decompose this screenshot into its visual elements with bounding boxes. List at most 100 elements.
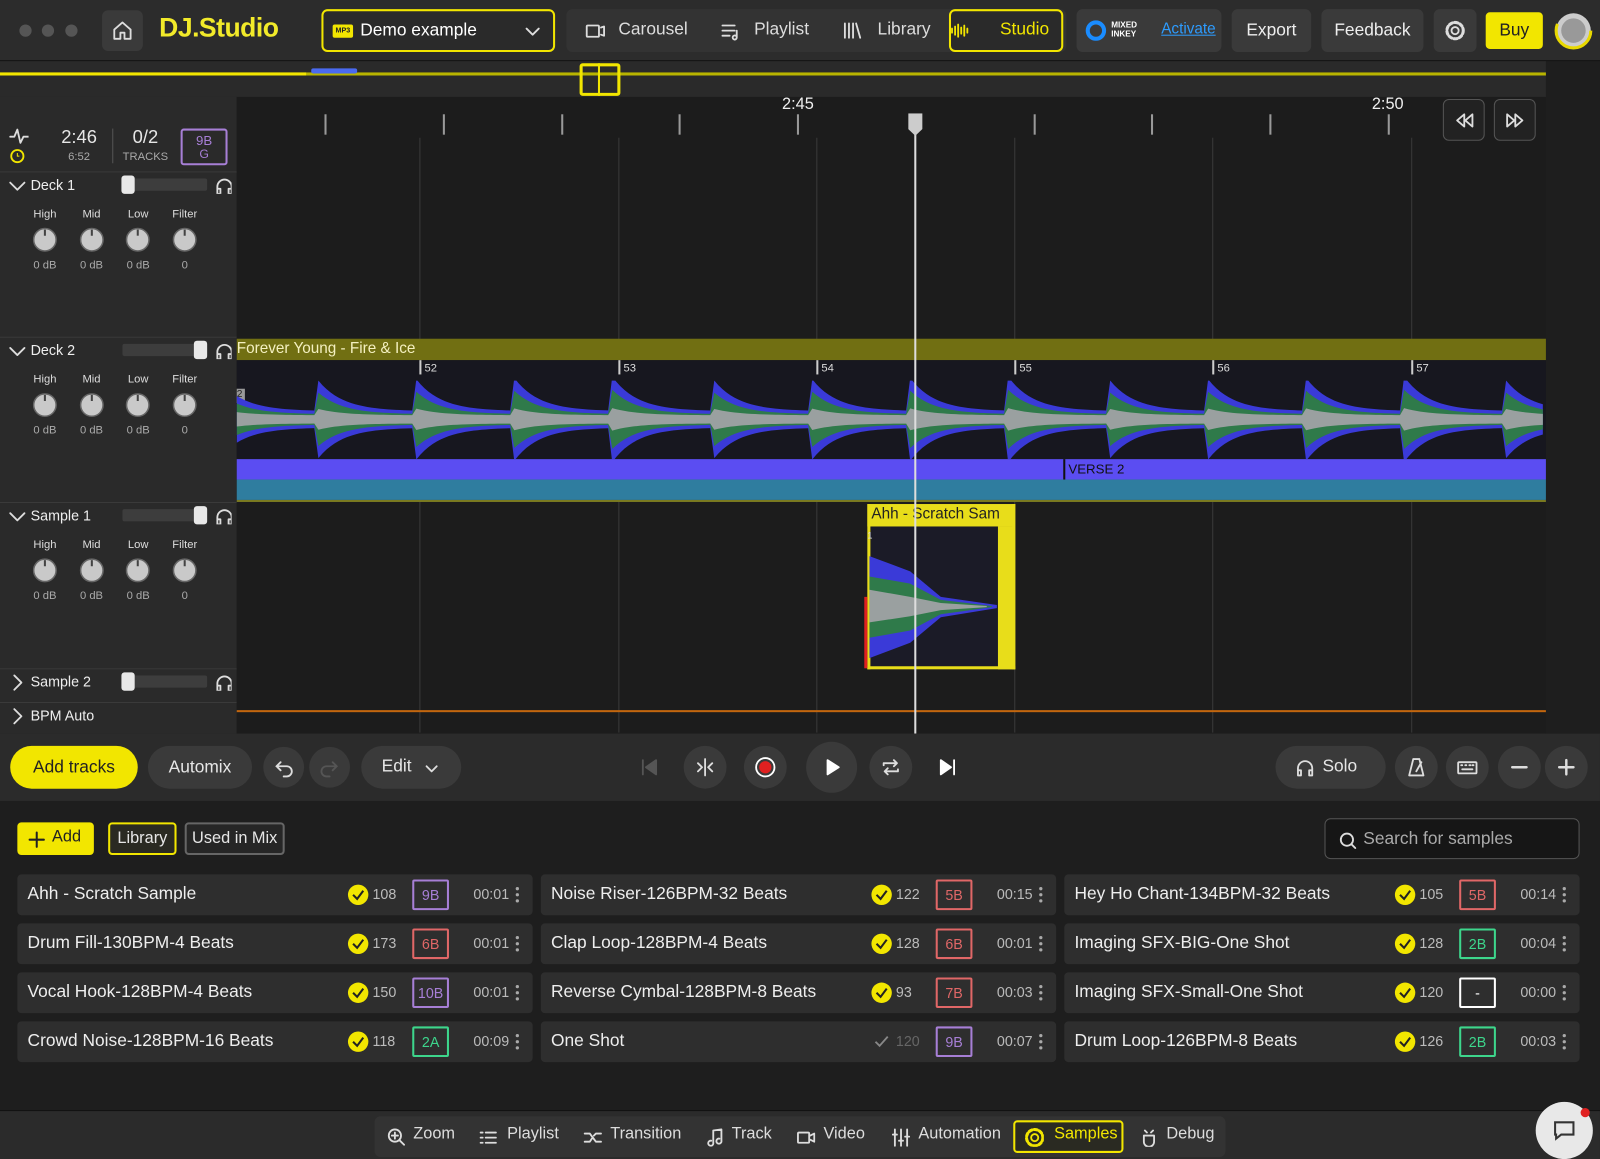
more-icon[interactable] xyxy=(1037,1032,1045,1052)
volume-handle[interactable] xyxy=(121,175,135,194)
more-icon[interactable] xyxy=(1560,934,1568,954)
project-selector[interactable]: MP3 Demo example xyxy=(321,9,556,53)
sample-row[interactable]: Reverse Cymbal-128BPM-8 Beats 93 7B 00:03 xyxy=(540,972,1057,1014)
more-icon[interactable] xyxy=(513,885,521,905)
split-button[interactable] xyxy=(683,745,727,789)
add-tracks-button[interactable]: Add tracks xyxy=(10,745,138,789)
eq-knob[interactable] xyxy=(32,392,59,419)
sample-row[interactable]: Vocal Hook-128BPM-4 Beats 150 10B 00:01 xyxy=(17,972,533,1014)
sample-row[interactable]: One Shot 120 9B 00:07 xyxy=(540,1021,1057,1063)
solo-button[interactable]: Solo xyxy=(1275,745,1386,789)
icon-shape xyxy=(641,759,658,776)
header-button[interactable]: Buy xyxy=(1485,12,1543,49)
eq-knob[interactable] xyxy=(78,227,105,254)
play-button[interactable] xyxy=(806,741,858,793)
sample-duration: 00:01 xyxy=(996,934,1033,951)
header-button[interactable]: Export xyxy=(1231,9,1312,53)
sample-row[interactable]: Imaging SFX-BIG-One Shot 128 2B 00:04 xyxy=(1064,923,1580,965)
bar-number: 53 xyxy=(623,362,636,375)
eq-knob[interactable] xyxy=(125,557,152,584)
more-icon[interactable] xyxy=(513,983,521,1003)
eq-knob[interactable] xyxy=(78,392,105,419)
bottom-tab[interactable]: Zoom xyxy=(413,1125,456,1143)
ruler-label: 2:45 xyxy=(782,95,814,114)
more-icon[interactable] xyxy=(1560,1032,1568,1052)
bottom-tab[interactable]: Playlist xyxy=(507,1125,559,1143)
volume-handle[interactable] xyxy=(193,506,208,525)
eq-knob[interactable] xyxy=(32,227,59,254)
icon-shape xyxy=(1039,991,1043,995)
nav-tab[interactable]: Library xyxy=(877,19,931,39)
keyboard-button[interactable] xyxy=(1445,745,1489,789)
metronome-button[interactable] xyxy=(1394,745,1438,789)
sample-search[interactable]: Search for samples xyxy=(1324,818,1580,860)
sample-row[interactable]: Hey Ho Chant-134BPM-32 Beats 105 5B 00:14 xyxy=(1064,874,1580,916)
sample-row[interactable]: Ahh - Scratch Sample 108 9B 00:01 xyxy=(17,874,533,916)
more-icon[interactable] xyxy=(513,1032,521,1052)
eq-knob[interactable] xyxy=(78,557,105,584)
more-icon[interactable] xyxy=(1560,983,1568,1003)
window-dot xyxy=(41,24,55,37)
playhead-handle[interactable] xyxy=(908,113,923,136)
collapse-chevron xyxy=(13,674,23,691)
icon-shape xyxy=(1394,982,1416,1003)
sample-row[interactable]: Noise Riser-126BPM-32 Beats 122 5B 00:15 xyxy=(540,874,1057,916)
zoom-out-button[interactable] xyxy=(1497,745,1541,789)
icon-shape xyxy=(79,393,104,418)
zoom-in-button[interactable] xyxy=(1544,745,1588,789)
eq-knob[interactable] xyxy=(125,392,152,419)
seek-button[interactable] xyxy=(1493,98,1536,141)
bottom-tab[interactable]: Automation xyxy=(918,1125,1001,1143)
activate-link[interactable]: Activate xyxy=(1161,20,1216,38)
nav-tab[interactable]: Carousel xyxy=(618,19,688,39)
chat-button[interactable] xyxy=(1535,1101,1593,1159)
add-sample-button[interactable]: Add xyxy=(17,822,94,856)
eq-knob[interactable] xyxy=(172,227,199,254)
sample-row[interactable]: Drum Loop-126BPM-8 Beats 126 2B 00:03 xyxy=(1064,1021,1580,1063)
filter-tab[interactable]: Library xyxy=(108,822,177,856)
more-icon[interactable] xyxy=(1037,983,1045,1003)
icon-shape xyxy=(697,758,714,777)
nav-tab[interactable]: Playlist xyxy=(754,19,810,39)
loop-button[interactable] xyxy=(869,745,913,789)
bottom-tab[interactable]: Samples xyxy=(1054,1125,1118,1143)
sample-row[interactable]: Crowd Noise-128BPM-16 Beats 118 2A 00:09 xyxy=(17,1021,533,1063)
icon-shape xyxy=(1142,1129,1155,1147)
more-icon[interactable] xyxy=(513,934,521,954)
eq-knob[interactable] xyxy=(32,557,59,584)
settings-button[interactable] xyxy=(1433,9,1477,53)
header-button[interactable]: Feedback xyxy=(1321,9,1424,53)
automix-button[interactable]: Automix xyxy=(147,745,253,789)
sample-row[interactable]: Clap Loop-128BPM-4 Beats 128 6B 00:01 xyxy=(540,923,1057,965)
bottom-tab[interactable]: Video xyxy=(823,1125,865,1143)
edit-menu[interactable]: Edit xyxy=(361,745,462,789)
bottom-tab[interactable]: Track xyxy=(731,1125,772,1143)
more-icon[interactable] xyxy=(1037,934,1045,954)
sample-row[interactable]: Drum Fill-130BPM-4 Beats 173 6B 00:01 xyxy=(17,923,533,965)
track-bottom-line xyxy=(236,499,1546,502)
eq-knob[interactable] xyxy=(172,557,199,584)
sample-row[interactable]: Imaging SFX-Small-One Shot 120- 00:00 xyxy=(1064,972,1580,1014)
icon-shape xyxy=(797,1131,816,1144)
volume-track xyxy=(122,343,208,357)
nav-tab[interactable]: Studio xyxy=(999,19,1050,39)
deck-row-border xyxy=(0,668,237,670)
sample-duration: 00:00 xyxy=(1520,983,1557,1000)
history-button[interactable] xyxy=(309,746,350,788)
more-icon[interactable] xyxy=(1037,885,1045,905)
filter-tab[interactable]: Used in Mix xyxy=(184,822,285,856)
bottom-tab[interactable]: Debug xyxy=(1166,1125,1215,1143)
more-icon[interactable] xyxy=(1560,885,1568,905)
bottom-tab[interactable]: Transition xyxy=(610,1125,682,1143)
record-button[interactable] xyxy=(743,745,787,789)
eq-knob[interactable] xyxy=(125,227,152,254)
eq-knob[interactable] xyxy=(172,392,199,419)
window-dot xyxy=(19,24,32,37)
home-button[interactable] xyxy=(102,10,143,52)
volume-handle[interactable] xyxy=(121,672,135,691)
volume-handle[interactable] xyxy=(193,340,208,360)
eq-value: 0 dB xyxy=(33,259,57,272)
sample-key: 10B xyxy=(412,977,449,1009)
seek-button[interactable] xyxy=(1442,98,1485,141)
history-button[interactable] xyxy=(263,746,305,788)
